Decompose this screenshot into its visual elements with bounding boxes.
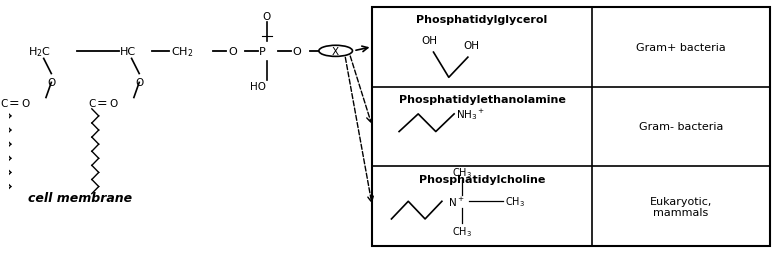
Text: O: O	[109, 98, 117, 108]
Text: =: =	[9, 97, 19, 110]
Text: O: O	[47, 78, 56, 88]
Text: Phosphatidylcholine: Phosphatidylcholine	[418, 174, 545, 184]
Text: C: C	[88, 98, 95, 108]
Text: P: P	[259, 47, 266, 57]
Text: cell membrane: cell membrane	[29, 191, 133, 204]
Circle shape	[319, 46, 353, 57]
Text: Phosphatidylethanolamine: Phosphatidylethanolamine	[398, 95, 566, 105]
Text: CH$_3$: CH$_3$	[452, 165, 472, 179]
Bar	[372, 8, 770, 246]
Text: Gram+ bacteria: Gram+ bacteria	[636, 42, 725, 53]
Text: HC: HC	[120, 47, 136, 57]
Text: H$_2$C: H$_2$C	[29, 45, 51, 58]
Text: Phosphatidylglycerol: Phosphatidylglycerol	[416, 15, 548, 25]
Text: N$^+$: N$^+$	[448, 195, 465, 208]
Text: O: O	[292, 47, 301, 57]
Text: HO: HO	[250, 82, 266, 92]
Text: CH$_3$: CH$_3$	[452, 224, 472, 238]
Text: Gram- bacteria: Gram- bacteria	[639, 122, 723, 132]
Text: CH$_2$: CH$_2$	[170, 45, 193, 58]
Text: O: O	[263, 11, 271, 22]
Text: O: O	[135, 78, 143, 88]
Text: OH: OH	[463, 40, 480, 50]
Text: X: X	[332, 47, 339, 57]
Text: OH: OH	[422, 35, 438, 45]
Text: =: =	[96, 97, 107, 110]
Text: O: O	[21, 98, 29, 108]
Text: O: O	[228, 47, 236, 57]
Text: C: C	[0, 98, 8, 108]
Text: Eukaryotic,
mammals: Eukaryotic, mammals	[649, 196, 712, 217]
Text: CH$_3$: CH$_3$	[505, 195, 525, 208]
Text: NH$_3$$^+$: NH$_3$$^+$	[456, 107, 485, 122]
